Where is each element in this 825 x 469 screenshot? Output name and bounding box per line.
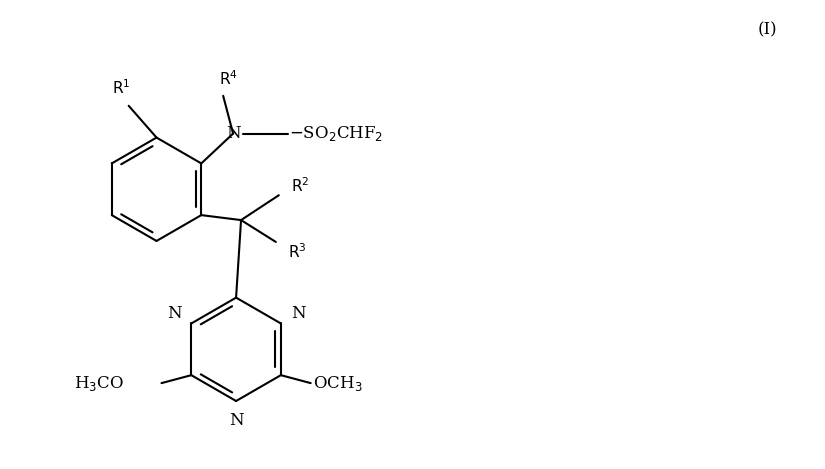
Text: $\mathsf{R^2}$: $\mathsf{R^2}$ (290, 176, 309, 195)
Text: H$_3$CO: H$_3$CO (73, 374, 124, 393)
Text: N: N (290, 305, 305, 322)
Text: $\mathsf{R^3}$: $\mathsf{R^3}$ (288, 242, 306, 261)
Text: $\mathsf{R^4}$: $\mathsf{R^4}$ (219, 69, 238, 88)
Text: (I): (I) (758, 22, 778, 39)
Text: N: N (226, 125, 240, 142)
Text: $-$SO$_2$CHF$_2$: $-$SO$_2$CHF$_2$ (289, 124, 383, 143)
Text: N: N (167, 305, 182, 322)
Text: $\mathsf{R^1}$: $\mathsf{R^1}$ (112, 78, 131, 97)
Text: OCH$_3$: OCH$_3$ (313, 374, 362, 393)
Text: N: N (229, 412, 243, 430)
